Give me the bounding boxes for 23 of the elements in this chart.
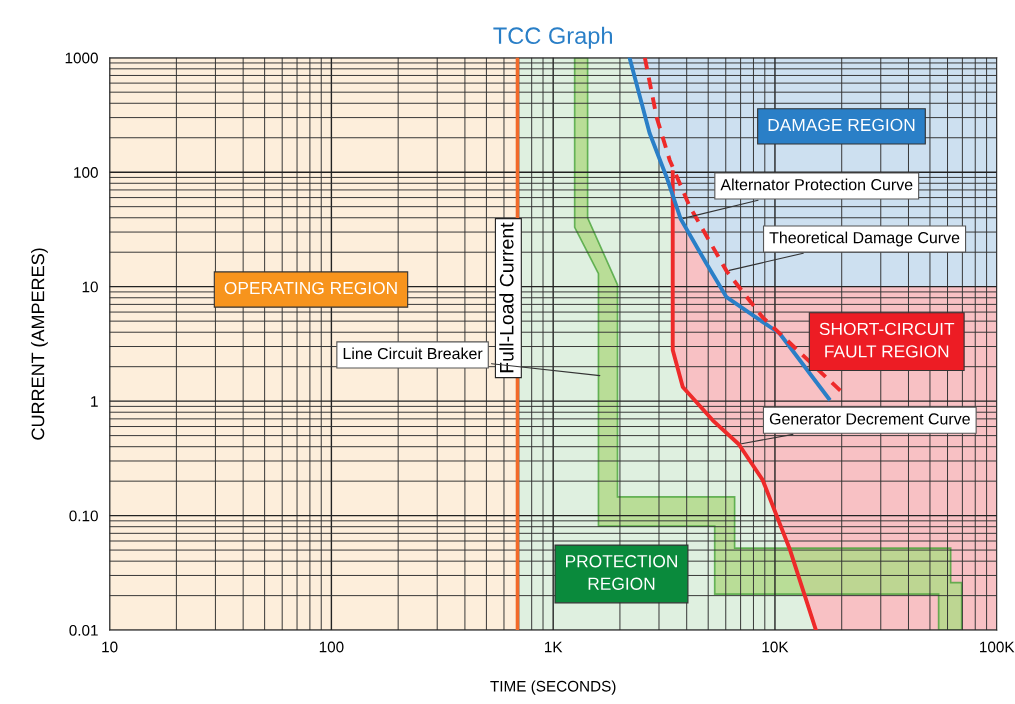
x-axis-title: TIME (SECONDS) [490,680,616,695]
x-tick-label: 10 [102,641,118,653]
y-tick-label: 100 [74,167,98,178]
annotation: Alternator Protection Curve [720,178,913,191]
chart-title: TCC Graph [493,26,612,49]
y-tick-label: 10 [82,281,98,293]
annotation: SHORT-CIRCUIT FAULT REGION [819,322,955,358]
x-tick-label: 1K [545,641,563,653]
y-axis-title: CURRENT (AMPERES) [31,248,48,440]
y-tick-label: 0.10 [69,510,98,522]
annotation: DAMAGE REGION [768,118,915,132]
x-tick-label: 10K [762,641,789,653]
annotation: Theoretical Damage Curve [769,231,960,247]
y-tick-label: 0.01 [69,624,98,636]
ref-line-label: Full-Load Current [499,222,514,373]
y-tick-label: 1 [91,396,98,407]
x-tick-label: 100 [319,641,344,653]
annotation: Line Circuit Breaker [343,347,483,360]
x-tick-label: 100K [980,641,1015,653]
annotation: OPERATING REGION [224,281,397,295]
annotation: Generator Decrement Curve [769,413,970,425]
annotation: PROTECTION REGION [566,555,677,590]
y-tick-label: 1000 [65,52,98,64]
